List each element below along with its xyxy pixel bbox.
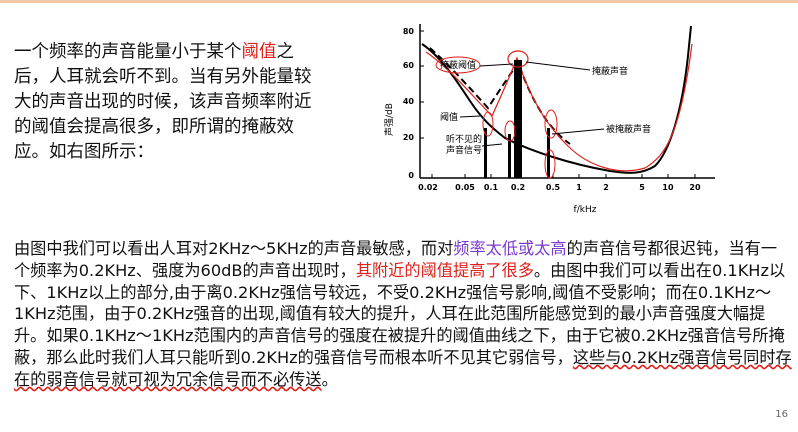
x-axis-label: f/kHz xyxy=(574,205,597,215)
x-tick: 1 xyxy=(576,183,582,192)
top-accent-bar xyxy=(0,0,798,3)
page-number: 16 xyxy=(775,409,788,420)
x-tick: 20 xyxy=(689,183,701,192)
x-tick: 0.1 xyxy=(484,183,499,192)
inaudible-tone-bar xyxy=(484,128,487,178)
label-masked-threshold: 掩蔽阈值 xyxy=(440,59,476,71)
masked-tone-bar xyxy=(508,134,511,178)
y-axis-label: 声强/dB xyxy=(383,103,395,136)
masked-tone-bar xyxy=(547,128,550,178)
body-underlined-conclusion: 这些与0.2KHz强音信号同时存在的弱音信号就可视为冗余信号而不必传送 xyxy=(14,347,792,389)
label-inaudible: 听不见的声音信号 xyxy=(446,133,482,156)
x-tick: 0.5 xyxy=(546,183,561,192)
annotation-circle xyxy=(544,109,558,139)
x-tick: 2 xyxy=(603,183,609,192)
x-tick: 0.02 xyxy=(418,183,438,192)
body-text-1: 由图中我们可以看出人耳对2KHz～5KHz的声音最敏感，而对 xyxy=(14,239,454,258)
label-masking-tone: 掩蔽声音 xyxy=(592,65,628,77)
intro-text-1: 一个频率的声音能量小于某个 xyxy=(14,42,242,62)
masking-effect-figure: 声强/dB 80 60 40 20 0 0.02 0.05 0.1 0.2 0.… xyxy=(383,24,715,215)
body-paragraph: 由图中我们可以看出人耳对2KHz～5KHz的声音最敏感，而对频率太低或太高的声音… xyxy=(14,238,792,391)
label-threshold: 阈值 xyxy=(440,111,458,123)
annotation-circle xyxy=(544,149,556,179)
y-tick: 40 xyxy=(403,97,415,106)
label-masked-tone: 被掩蔽声音 xyxy=(606,123,651,135)
masking-tone-bar xyxy=(514,60,522,178)
annotation-circle xyxy=(504,120,516,142)
body-highlight-freq: 频率太低或太高 xyxy=(453,239,567,258)
y-tick: 0 xyxy=(408,171,414,180)
x-tick: 10 xyxy=(662,183,674,192)
annotation-red-curve xyxy=(425,43,693,172)
x-tick: 0.2 xyxy=(511,183,525,192)
x-tick: 5 xyxy=(639,183,645,192)
intro-paragraph: 一个频率的声音能量小于某个阈值之后，人耳就会听不到。当有另外能量较大的声音出现的… xyxy=(14,40,314,165)
x-tick: 0.05 xyxy=(455,183,475,192)
body-text-3: 。由图中我们可以看出在0.1KHz以下、1KHz以上的部分,由于离0.2KHz强… xyxy=(14,260,786,367)
y-tick: 60 xyxy=(403,61,415,70)
annotation-circle xyxy=(435,56,481,74)
y-tick: 20 xyxy=(403,133,415,142)
body-highlight-threshold: 其附近的阈值提高了很多 xyxy=(355,260,534,280)
intro-text-2: 之后，人耳就会听不到。当有另外能量较大的声音出现的时候，该声音频率附近的阈值会提… xyxy=(14,42,312,162)
threshold-curve xyxy=(421,25,692,174)
body-text-4: 。 xyxy=(321,369,338,389)
body-text-2: 的声音信号都很迟钝，当有一个频率为0.2KHz、强度为60dB的声音出现时， xyxy=(14,239,778,280)
y-tick: 80 xyxy=(403,27,415,36)
annotation-circle xyxy=(507,50,529,68)
intro-highlight-threshold: 阈值 xyxy=(241,42,277,62)
annotation-circle xyxy=(482,111,494,137)
